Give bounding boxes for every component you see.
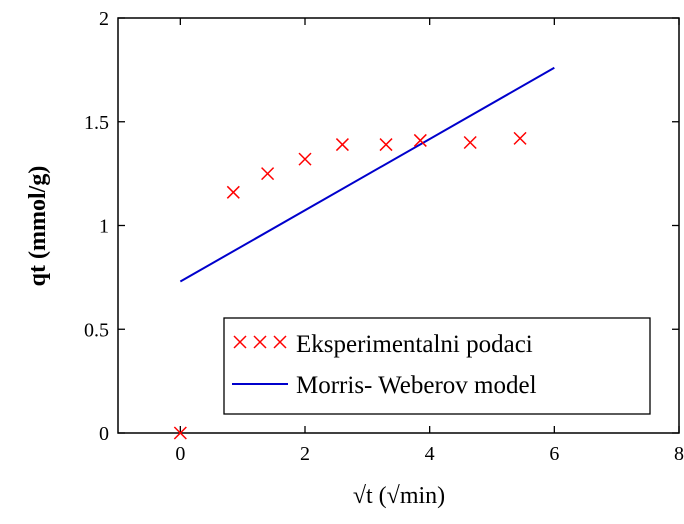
legend-box: [223, 317, 651, 415]
legend-x-marker: [233, 335, 247, 349]
data-point: [379, 138, 393, 152]
legend: Eksperimentalni podaci Morris- Weberov m…: [223, 317, 651, 415]
data-point: [226, 185, 240, 199]
scatter-series: [173, 131, 527, 440]
legend-marker-experimental: [233, 335, 287, 349]
legend-label-model: Morris- Weberov model: [296, 372, 537, 399]
x-tick-label: 2: [300, 443, 310, 465]
y-axis-label: qt (mmol/g): [25, 166, 51, 287]
x-tick-label: 0: [175, 443, 185, 465]
data-point: [413, 133, 427, 147]
data-point: [298, 152, 312, 166]
line-series: [179, 66, 555, 283]
x-tick-labels: 0 2 4 6 8: [175, 443, 684, 465]
x-tick-label: 8: [674, 443, 684, 465]
y-tick-label: 0: [99, 423, 109, 445]
legend-x-marker: [253, 335, 267, 349]
data-point: [173, 426, 187, 440]
data-point: [261, 167, 275, 181]
y-tick-label: 0.5: [84, 319, 109, 341]
y-tick-label: 2: [99, 8, 109, 30]
y-tick-label: 1.5: [84, 112, 109, 134]
y-tick-label: 1: [99, 216, 109, 238]
data-point: [513, 131, 527, 145]
y-tick-labels: 0 0.5 1 1.5 2: [84, 8, 109, 445]
model-line: [179, 66, 555, 283]
legend-label-experimental: Eksperimentalni podaci: [296, 331, 533, 358]
data-point: [335, 138, 349, 152]
x-tick-label: 4: [425, 443, 435, 465]
x-axis-label: √t (√min): [353, 483, 445, 509]
data-point: [463, 135, 477, 150]
legend-x-marker: [273, 335, 287, 349]
tick-marks: [118, 17, 680, 434]
x-tick-label: 6: [549, 443, 559, 465]
